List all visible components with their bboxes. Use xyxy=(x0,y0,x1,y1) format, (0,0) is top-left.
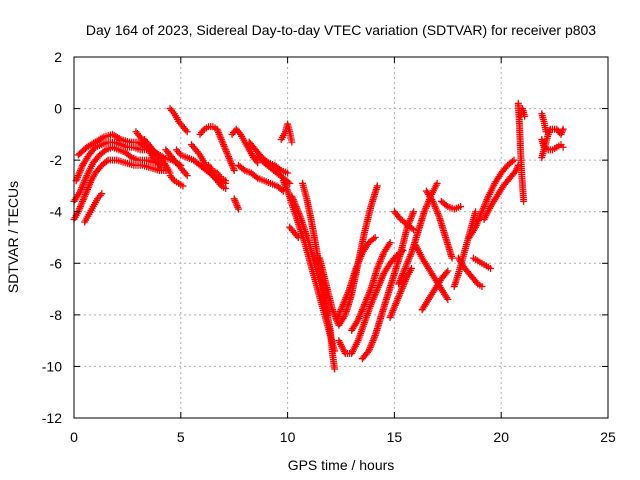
data-point xyxy=(444,295,452,303)
data-point xyxy=(288,138,296,146)
data-series xyxy=(228,125,262,167)
data-series xyxy=(286,223,302,241)
data-point xyxy=(103,157,111,165)
data-point xyxy=(407,264,415,272)
data-marks xyxy=(70,99,567,373)
y-tick-label: -12 xyxy=(42,410,62,426)
data-point xyxy=(126,152,134,160)
data-series xyxy=(166,172,187,190)
ticks: 0 5 10 15 20 25 -12 -10 -8 -6 -4 -2 0 2 xyxy=(42,49,616,445)
data-point xyxy=(472,208,480,216)
data-series xyxy=(187,141,230,193)
x-tick-label: 10 xyxy=(280,429,296,445)
data-point xyxy=(386,239,394,247)
data-series xyxy=(465,156,518,241)
data-series xyxy=(454,254,486,290)
x-tick-label: 20 xyxy=(493,429,509,445)
data-point xyxy=(487,264,495,272)
data-point xyxy=(294,234,302,241)
data-point xyxy=(239,165,247,173)
data-point xyxy=(100,147,108,155)
y-tick-label: -10 xyxy=(42,358,62,374)
y-tick-label: -4 xyxy=(50,204,63,220)
data-point xyxy=(559,143,567,151)
data-series xyxy=(70,156,170,223)
data-series xyxy=(277,120,296,146)
data-point xyxy=(370,235,378,243)
data-point xyxy=(373,182,381,190)
data-series xyxy=(386,264,415,321)
data-point xyxy=(179,182,187,190)
data-point xyxy=(371,234,379,241)
data-series xyxy=(422,187,456,262)
data-series xyxy=(196,123,238,174)
data-series xyxy=(230,195,242,213)
data-series xyxy=(469,254,495,272)
x-tick-label: 0 xyxy=(70,429,78,445)
data-series xyxy=(538,110,550,136)
data-point xyxy=(559,125,567,133)
data-series xyxy=(348,239,394,334)
x-axis-label: GPS time / hours xyxy=(288,457,395,473)
data-point xyxy=(433,179,441,187)
data-series xyxy=(162,146,191,180)
data-point xyxy=(442,201,450,209)
data-series xyxy=(254,151,294,187)
data-point xyxy=(234,205,242,213)
data-point xyxy=(444,267,452,275)
data-point xyxy=(521,112,529,120)
data-series xyxy=(70,143,159,205)
data-point xyxy=(286,179,294,187)
chart-title: Day 164 of 2023, Sidereal Day-to-day VTE… xyxy=(86,22,596,38)
y-tick-label: -6 xyxy=(50,255,63,271)
data-point xyxy=(222,185,230,193)
data-series xyxy=(516,105,529,120)
grid xyxy=(74,57,608,418)
x-tick-label: 15 xyxy=(387,429,403,445)
data-point xyxy=(408,224,416,232)
y-tick-label: 0 xyxy=(54,101,62,117)
x-tick-label: 5 xyxy=(177,429,185,445)
data-point xyxy=(254,159,262,167)
data-point xyxy=(520,197,528,205)
plot-frame xyxy=(73,56,609,419)
data-point xyxy=(183,128,191,136)
data-point xyxy=(98,190,106,198)
y-tick-label: -8 xyxy=(50,307,63,323)
data-series xyxy=(205,161,230,185)
data-series xyxy=(358,208,418,363)
data-series xyxy=(538,136,567,154)
data-point xyxy=(443,269,451,277)
data-series xyxy=(395,179,441,288)
data-point xyxy=(183,172,191,180)
data-series xyxy=(234,161,287,195)
data-series xyxy=(437,197,465,213)
data-series xyxy=(81,190,106,226)
data-point xyxy=(222,177,230,185)
data-point xyxy=(410,208,418,216)
data-point xyxy=(284,169,292,177)
x-tick-label: 25 xyxy=(600,429,616,445)
data-series xyxy=(390,208,418,234)
data-series xyxy=(333,234,379,324)
data-point xyxy=(508,157,516,165)
data-point xyxy=(510,156,518,164)
data-point xyxy=(542,128,550,136)
y-axis-label: SDTVAR / TECUs xyxy=(5,181,21,293)
data-point xyxy=(448,254,456,262)
data-point xyxy=(276,165,284,173)
data-point xyxy=(331,365,339,373)
y-tick-label: -2 xyxy=(50,152,63,168)
y-tick-label: 2 xyxy=(54,49,62,65)
data-point xyxy=(324,311,332,319)
data-point xyxy=(478,282,486,290)
data-point xyxy=(457,203,465,211)
data-series xyxy=(418,267,452,314)
data-series xyxy=(166,105,191,136)
data-point xyxy=(410,226,418,234)
data-point xyxy=(252,173,260,181)
data-point xyxy=(230,166,238,174)
